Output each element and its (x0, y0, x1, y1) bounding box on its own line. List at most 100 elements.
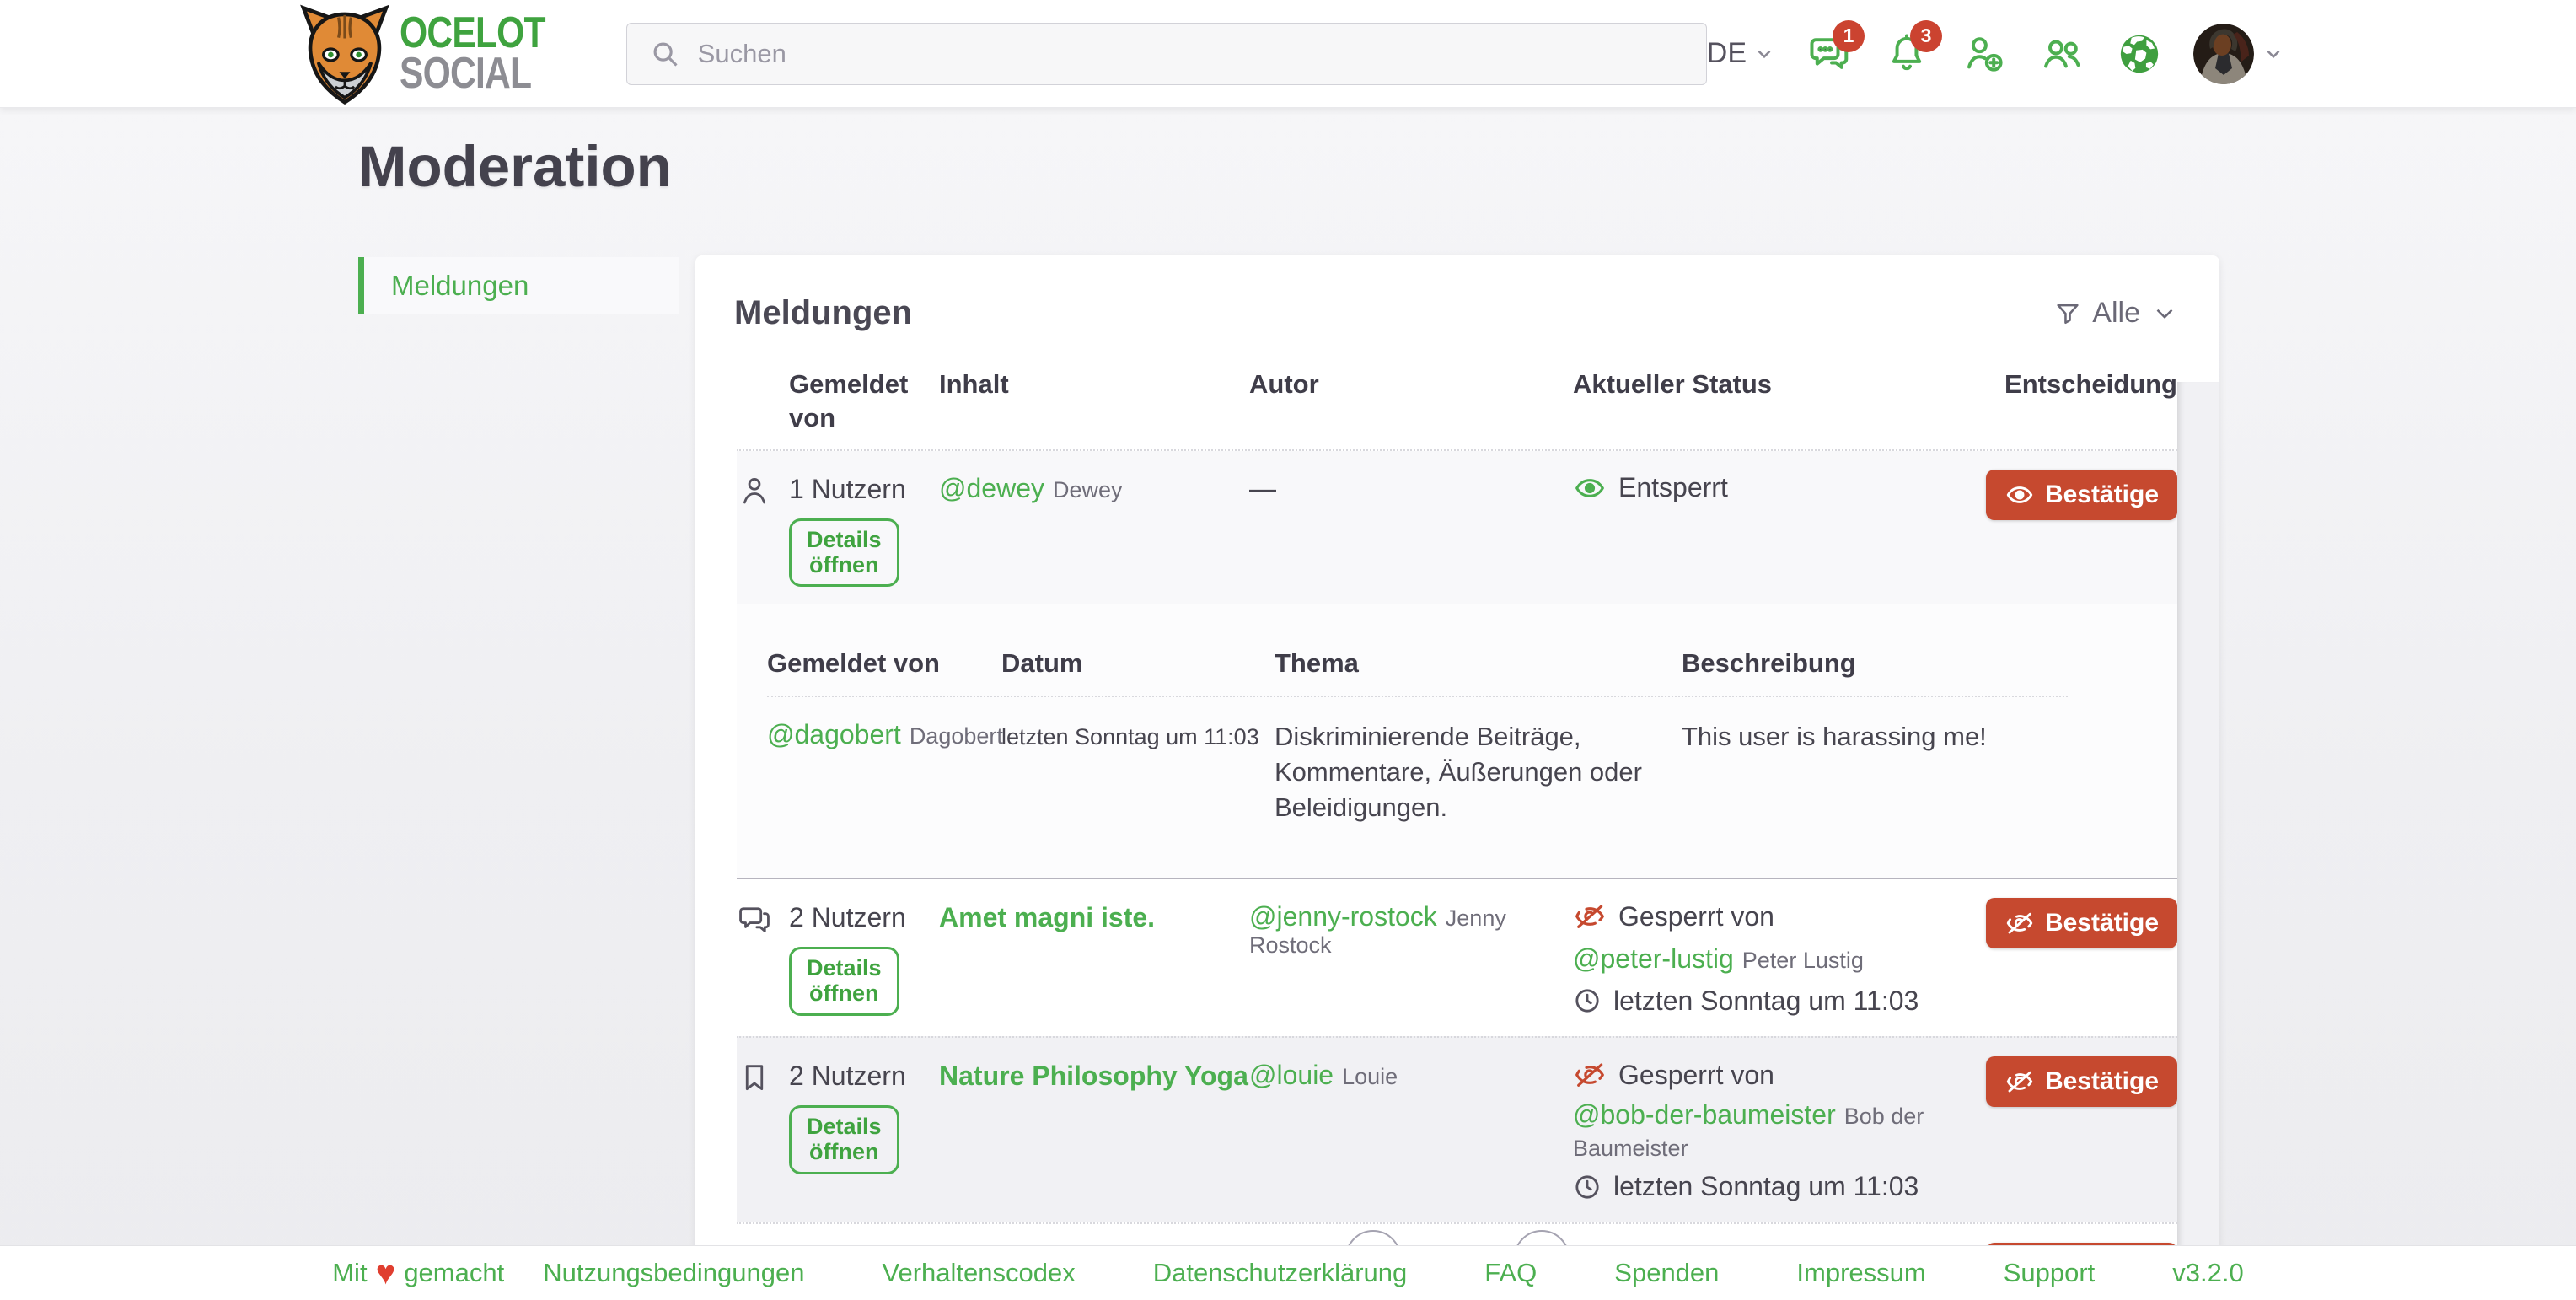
detail-column-header: Beschreibung (1682, 648, 1856, 679)
mention-handle-link[interactable]: @dewey (939, 472, 1044, 503)
language-selector[interactable]: DE (1707, 37, 1775, 70)
search-icon (653, 42, 678, 67)
made-with-pre: Mit (332, 1258, 368, 1287)
details-button-line1: Details (807, 1114, 882, 1140)
language-world-button[interactable] (2116, 30, 2163, 78)
content-cell: Nature Philosophy Yoga (939, 1056, 1249, 1092)
mention-handle-link[interactable]: @bob-der-baumeister (1573, 1099, 1836, 1130)
table-scroll-gutter (2177, 382, 2219, 1300)
search-input[interactable] (697, 38, 1684, 69)
detail-topic-cell: Diskriminierende Beiträge, Kommentare, Ä… (1275, 719, 1682, 825)
made-with-post: gemacht (404, 1258, 505, 1287)
content-cell: Amet magni iste. (939, 898, 1249, 933)
report-type-cell (737, 898, 789, 941)
reported-by-cell: 1 Nutzern Details öffnen (789, 470, 939, 588)
status-by-line: @bob-der-baumeister Bob der Baumeister (1573, 1099, 2013, 1163)
mention-display-name: Bob der Baumeister (1573, 1103, 1924, 1162)
details-button-line2: öffnen (809, 1138, 879, 1164)
detail-column-header: Thema (1275, 648, 1359, 679)
footer-link[interactable]: Spenden (1614, 1258, 1720, 1287)
avatar[interactable] (2193, 23, 2254, 84)
reported-by-count: 2 Nutzern (789, 901, 906, 932)
mention-handle-link[interactable]: @peter-lustig (1573, 943, 1734, 974)
filter-icon (2057, 304, 2079, 324)
user-mention: @jenny-rostock Jenny Rostock (1249, 901, 1506, 958)
bookmark-icon (745, 1065, 764, 1090)
status-label: Gesperrt von (1618, 900, 1774, 932)
clock-icon (1575, 1175, 1599, 1199)
detail-header-row: Gemeldet von Datum Thema Beschreibung (767, 648, 2177, 696)
page-title: Moderation (358, 134, 672, 199)
logo-text-line1: OCELOT (400, 8, 546, 57)
content-title-link[interactable]: Amet magni iste. (939, 901, 1156, 932)
column-header: Autor (1249, 369, 1319, 399)
eye-off-icon (1575, 1063, 1604, 1087)
author-empty-dash: — (1249, 472, 1276, 503)
status-cell: Gesperrt von @bob-der-baumeister Bob der B… (1573, 1056, 2013, 1206)
footer-link[interactable]: Support (2003, 1258, 2096, 1287)
content-cell: @dewey Dewey (939, 470, 1249, 504)
column-header: Aktueller Status (1573, 369, 1773, 399)
reported-by-count: 2 Nutzern (789, 1060, 906, 1091)
moderation-sidebar: Meldungen (358, 257, 679, 314)
footer-link[interactable]: Datenschutzerklärung (1152, 1258, 1408, 1287)
profile-menu[interactable] (2193, 23, 2284, 84)
made-with-link[interactable]: Mit ♥ gemacht (332, 1256, 504, 1290)
user-mention: @dewey Dewey (939, 473, 1123, 503)
ocelot-logo-icon (300, 4, 389, 105)
search-bar[interactable] (625, 22, 1707, 85)
logo-text-line2: SOCIAL (400, 48, 532, 98)
confirm-button[interactable]: Bestätige (1985, 1056, 2177, 1107)
table-row: 1 Nutzern Details öffnen @dewey Dewey — Entspe… (737, 450, 2177, 604)
chevron-down-icon (2267, 50, 2280, 58)
sidebar-item-meldungen[interactable]: Meldungen (358, 257, 679, 314)
notifications-badge: 3 (1910, 19, 1942, 52)
header-spacer-cell (737, 368, 789, 371)
decision-cell: Bestätige (1985, 1056, 2177, 1107)
footer-link[interactable]: FAQ (1484, 1258, 1538, 1287)
footer-link[interactable]: Verhaltenscodex (882, 1258, 1076, 1287)
confirm-button-label: Bestätige (2044, 480, 2159, 508)
chat-button[interactable]: 1 (1806, 19, 1865, 78)
mention-display-name: Dagobert (909, 723, 1003, 749)
table-header-row: Gemeldet von Inhalt Autor Aktueller Status E… (737, 368, 2177, 451)
status-cell: Entsperrt (1573, 470, 2013, 507)
confirm-button[interactable]: Bestätige (1985, 469, 2177, 520)
globe-icon (2120, 35, 2159, 73)
detail-header-separator (767, 696, 2068, 698)
status-label-line: Gesperrt von (1573, 1056, 2013, 1093)
version-link[interactable]: v3.2.0 (2172, 1258, 2244, 1287)
details-button-line2: öffnen (809, 551, 879, 577)
mention-handle-link[interactable]: @dagobert (767, 719, 901, 750)
invite-user-button[interactable] (1961, 30, 2008, 78)
chat-badge: 1 (1833, 19, 1865, 52)
detail-row: @dagobert Dagobert letzten Sonntag um 11:0… (767, 697, 2177, 825)
mention-display-name: Louie (1342, 1063, 1398, 1089)
column-header: Gemeldet von (789, 369, 909, 433)
footer-link[interactable]: Nutzungsbedingungen (543, 1258, 805, 1287)
groups-button[interactable] (2038, 30, 2085, 78)
logo[interactable]: OCELOT SOCIAL (295, 3, 577, 105)
footer-link[interactable]: Impressum (1796, 1258, 1926, 1287)
content-title-link[interactable]: Nature Philosophy Yoga (939, 1060, 1248, 1091)
author-cell: — (1249, 470, 1573, 504)
user-mention: @peter-lustig Peter Lustig (1573, 943, 1864, 975)
mention-handle-link[interactable]: @jenny-rostock (1249, 900, 1437, 932)
eye-icon (2006, 486, 2033, 503)
status-label-line: Gesperrt von (1573, 898, 2013, 935)
chevron-down-icon (1758, 50, 1771, 58)
confirm-button[interactable]: Bestätige (1985, 897, 2177, 948)
mention-display-name: Jenny Rostock (1249, 905, 1506, 958)
card-title: Meldungen (734, 294, 913, 331)
status-label: Entsperrt (1618, 472, 1728, 503)
filter-dropdown[interactable]: Alle (2053, 297, 2179, 330)
notifications-button[interactable]: 3 (1883, 19, 1942, 78)
column-header: Inhalt (939, 369, 1009, 399)
report-type-cell (737, 470, 789, 513)
status-label-line: Entsperrt (1573, 470, 2013, 507)
mention-handle-link[interactable]: @louie (1249, 1059, 1334, 1090)
table-row: 2 Nutzern Details öffnen Amet magni iste. @j… (737, 879, 2177, 1036)
